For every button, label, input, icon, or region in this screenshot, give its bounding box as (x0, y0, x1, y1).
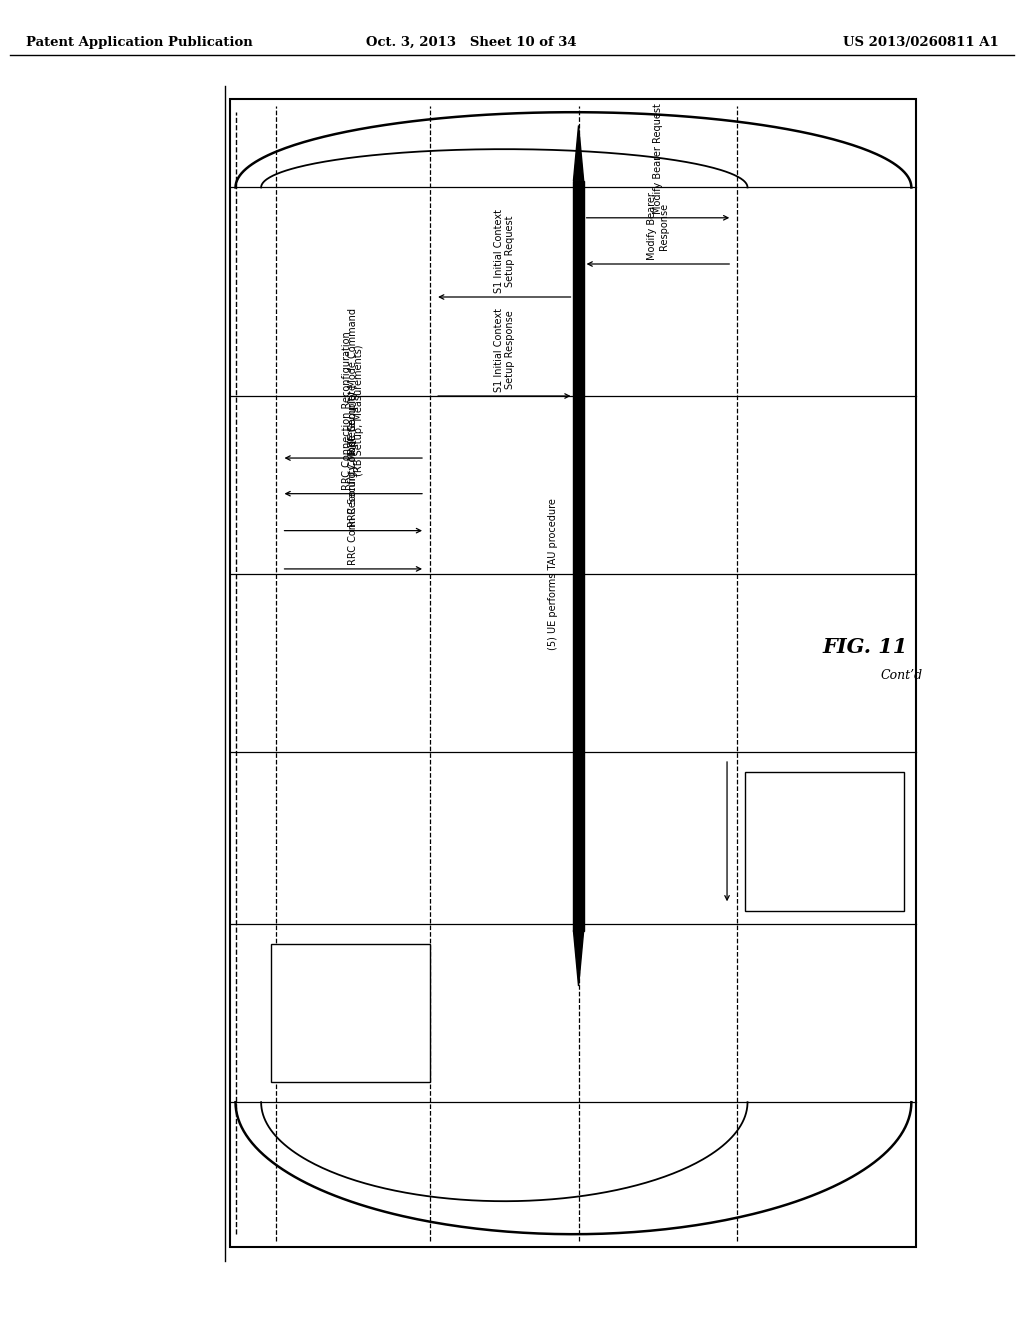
Text: (5) UE performs TAU procedure: (5) UE performs TAU procedure (548, 498, 558, 651)
Polygon shape (573, 931, 584, 986)
Text: Modify Bearer Request: Modify Bearer Request (653, 103, 663, 214)
Text: (7) S1 release: (7) S1 release (748, 804, 758, 873)
Polygon shape (573, 181, 584, 931)
Text: RRC Security Mode Complete: RRC Security Mode Complete (348, 384, 358, 527)
Text: RRC Conn Reconfig Complete: RRC Conn Reconfig Complete (348, 421, 358, 565)
Text: S1 Initial Context
Setup Response: S1 Initial Context Setup Response (494, 308, 515, 392)
Text: Patent Application Publication: Patent Application Publication (26, 36, 252, 49)
Text: RRC Connection Reconfiguration
(RB Setup, Measurements): RRC Connection Reconfiguration (RB Setup… (342, 331, 365, 490)
Bar (271, 944, 430, 1082)
Bar (745, 772, 904, 911)
Polygon shape (573, 125, 584, 181)
Text: Oct. 3, 2013   Sheet 10 of 34: Oct. 3, 2013 Sheet 10 of 34 (366, 36, 577, 49)
Text: US 2013/0260811 A1: US 2013/0260811 A1 (843, 36, 998, 49)
Text: Modify Bearer
Response: Modify Bearer Response (647, 193, 669, 260)
Text: FIG. 11: FIG. 11 (822, 636, 908, 657)
Text: (5) UE returns to idle after
completion of the TAU: (5) UE returns to idle after completion … (287, 1002, 415, 1024)
Text: Cont’d: Cont’d (880, 669, 923, 682)
Text: (7) Suspended RRC
Connection is released: (7) Suspended RRC Connection is released (769, 830, 881, 853)
Text: (5) UE performs
Service Requests
Procedure: (5) UE performs Service Requests Procedu… (332, 997, 416, 1030)
Bar (230, 99, 916, 1247)
Text: RRC Security Mode Command: RRC Security Mode Command (348, 308, 358, 454)
Text: S1 Initial Context
Setup Request: S1 Initial Context Setup Request (494, 209, 515, 293)
